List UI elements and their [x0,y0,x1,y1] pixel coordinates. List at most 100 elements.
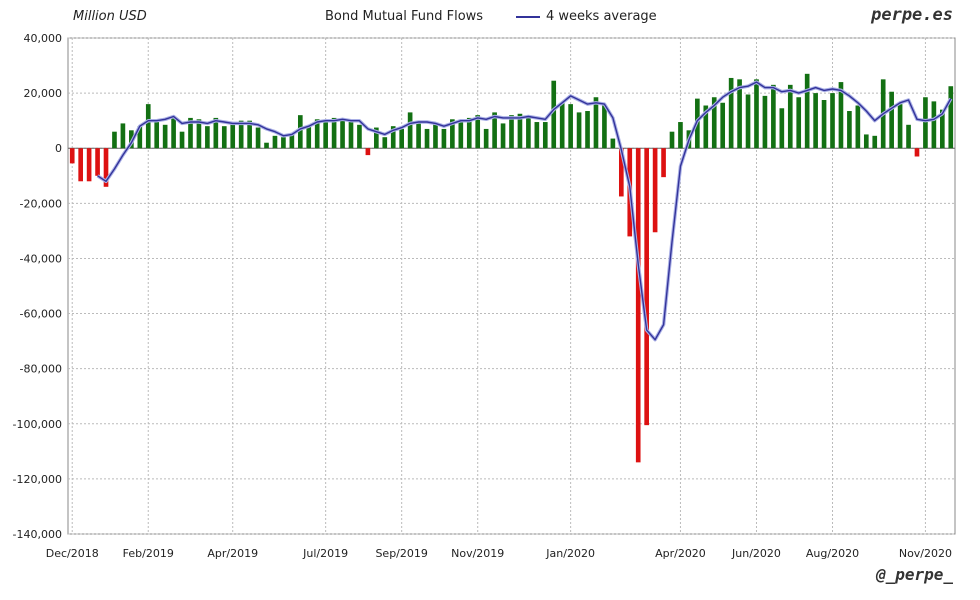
x-tick-label: Jun/2020 [731,547,781,560]
bar [331,117,337,149]
bar [238,120,244,149]
bar [711,97,717,149]
bar [906,124,911,149]
legend-line-swatch [516,15,540,18]
bar [424,128,430,149]
bar [86,148,92,182]
bar [475,115,481,149]
bar [551,80,557,149]
x-tick-label: Nov/2020 [899,547,952,560]
bar [526,117,531,149]
bar [221,126,227,149]
bar [230,123,236,149]
bar [509,115,514,149]
bar [897,104,903,149]
bar [914,148,920,157]
bar [610,138,616,149]
y-tick-label: -120,000 [13,473,62,486]
bar [559,102,565,149]
bar [483,128,489,149]
x-tick-label: Aug/2020 [806,547,859,560]
bar [737,79,742,149]
bar [120,123,126,149]
bar [602,105,607,149]
unit-label: Million USD [73,9,147,24]
bar [534,122,540,149]
bar [838,82,844,149]
bar [374,127,379,149]
line-layer [96,80,953,342]
bar [948,86,954,149]
bar [112,131,117,149]
bar [196,119,202,149]
bar [441,128,447,149]
y-tick-label: -60,000 [20,308,62,321]
y-tick-label: -20,000 [20,197,62,210]
bar [297,115,303,149]
bar [923,97,928,149]
x-tick-label: Apr/2019 [207,547,258,560]
bar [542,122,548,149]
bar [272,135,278,149]
bar [593,97,599,149]
bar [289,134,295,149]
y-tick-label: -80,000 [20,363,62,376]
bar [940,109,945,149]
x-tick-label: Feb/2019 [123,547,174,560]
bar [306,126,312,149]
bar [213,117,219,149]
brand-watermark-top: perpe.es [871,5,953,25]
bar [264,142,269,149]
bar [365,148,371,156]
bar [762,95,768,149]
bar [863,134,869,149]
legend-label: 4 weeks average [546,9,657,24]
bar [95,148,100,176]
legend: 4 weeks average [516,9,657,24]
bar [171,116,176,149]
bar [162,124,168,149]
y-tick-label: 20,000 [24,87,63,100]
bar [644,148,649,426]
y-tick-label: 0 [55,142,62,155]
bar [576,112,582,149]
x-tick-label: Jul/2019 [302,547,348,560]
bar [830,93,835,149]
bar [154,122,160,149]
bar [618,148,624,197]
bar [804,73,810,149]
bar [247,120,252,149]
y-tick-label: -140,000 [13,528,62,541]
bar [357,124,362,149]
bar [720,102,726,149]
bar [796,97,802,149]
bar [348,119,354,149]
bar [450,119,455,149]
x-tick-label: Dec/2018 [46,547,99,560]
bar [492,112,497,149]
plot-border [67,37,956,535]
brand-watermark-bottom: @_perpe_ [875,565,953,584]
bar [433,123,438,149]
bar [188,117,193,149]
bar [821,100,827,149]
y-tick-label: -100,000 [13,418,62,431]
bar [889,91,894,149]
bar [847,111,852,149]
y-tick-label: 40,000 [24,32,63,45]
bar [678,122,683,149]
bar [703,105,709,149]
bar [500,123,506,149]
average-line [97,81,952,341]
bar [205,126,210,149]
bar [745,94,751,149]
bar [787,84,793,149]
x-tick-label: Apr/2020 [655,547,706,560]
bar [754,79,759,149]
chart-title: Bond Mutual Fund Flows [325,9,484,24]
bar [314,119,320,149]
bar [407,112,413,149]
bar [458,120,464,149]
bar [255,127,261,149]
